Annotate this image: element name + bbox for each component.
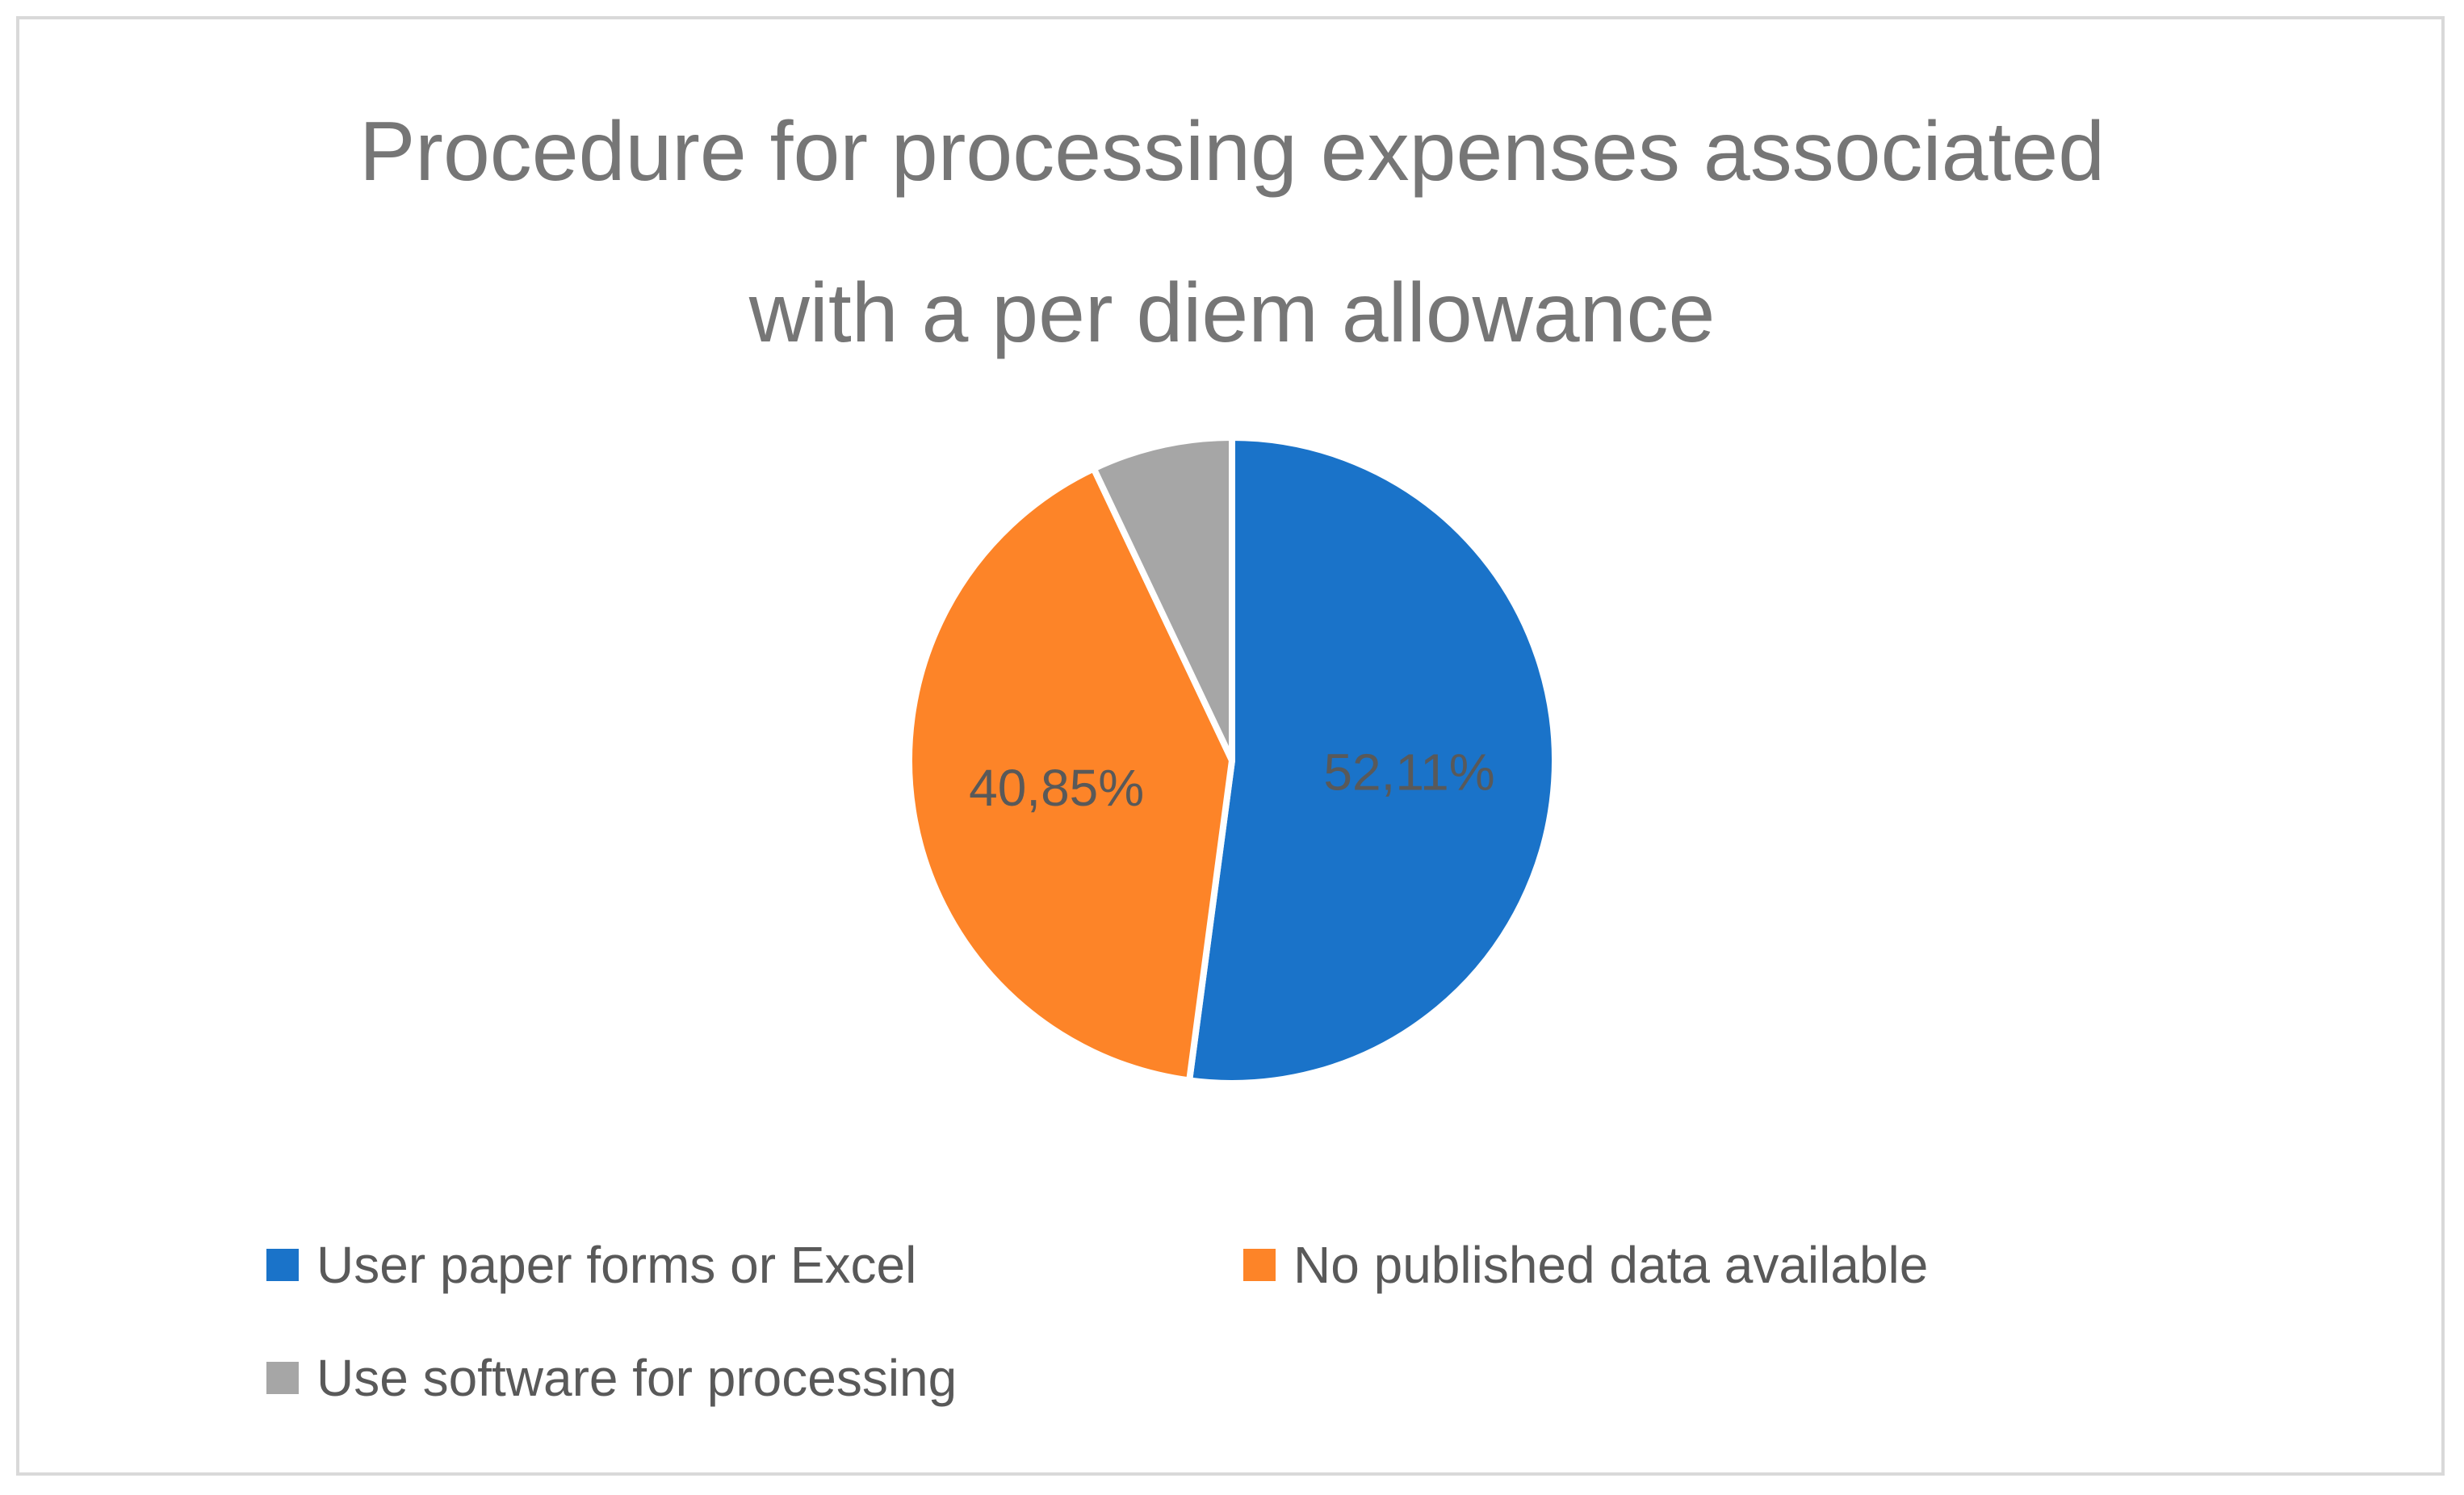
legend-label-no-data: No published data available [1293,1236,1929,1294]
legend-label-software: Use software for processing [316,1349,958,1407]
legend-swatch-software [266,1362,299,1394]
chart-title: Procedure for processing expenses associ… [0,71,2464,394]
legend-label-paper-forms: User paper forms or Excel [316,1236,917,1294]
pie-slice-paper-forms [1186,434,1559,1087]
legend-swatch-no-data [1243,1249,1276,1281]
legend-item-no-data: No published data available [1243,1235,1928,1295]
legend-swatch-paper-forms [266,1249,299,1281]
slice-label-paper-forms: 52,11% [1323,743,1494,802]
legend-item-paper-forms: User paper forms or Excel [266,1235,916,1295]
chart-legend: User paper forms or Excel No published d… [266,1235,2204,1445]
slice-label-no-data: 40,85% [969,759,1144,817]
pie-slice-software [1090,434,1235,764]
pie-slice-no-data [906,465,1235,1084]
chart-title-line-2: with a per diem allowance [748,266,1716,360]
chart-title-line-1: Procedure for processing expenses associ… [358,105,2106,199]
legend-item-software: Use software for processing [266,1348,957,1408]
